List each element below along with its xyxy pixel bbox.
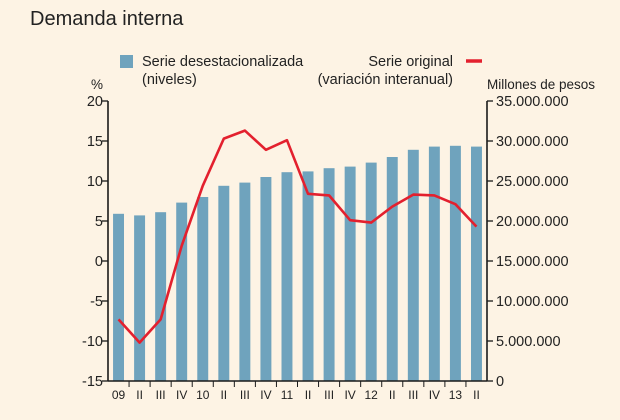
legend-bar-label-line1: Serie desestacionalizada (142, 54, 304, 70)
left-tick-label-3: 5 (95, 214, 103, 230)
right-axis-label: Millones de pesos (487, 77, 595, 92)
x-tick-label-11: IV (344, 388, 355, 402)
bar-3 (176, 202, 188, 381)
x-tick-label-17: II (473, 388, 480, 402)
right-tick-label-1: 30.000.000 (496, 134, 569, 150)
bar-8 (281, 172, 293, 381)
bar-12 (365, 162, 377, 381)
x-tick-label-4: 10 (196, 388, 210, 402)
x-tick-label-3: IV (176, 388, 187, 402)
left-tick-label-1: 15 (87, 134, 103, 150)
bar-17 (471, 146, 482, 381)
x-tick-label-14: III (408, 388, 418, 402)
x-tick-label-8: 11 (281, 388, 294, 402)
bar-4 (197, 197, 209, 381)
right-tick-label-7: 0 (496, 374, 504, 390)
bar-9 (302, 171, 314, 381)
bar-5 (218, 185, 230, 381)
line-path (117, 129, 478, 344)
right-tick-label-0: 35.000.000 (496, 94, 569, 110)
x-tick-label-5: II (220, 388, 227, 402)
x-tick-label-9: II (305, 388, 312, 402)
x-tick-label-15: IV (429, 388, 440, 402)
legend-line-label-line2: (variación interanual) (318, 72, 453, 88)
bar-1 (134, 215, 146, 381)
legend-line-label-line1: Serie original (368, 54, 453, 70)
x-tick-label-1: II (136, 388, 143, 402)
bar-0 (113, 213, 124, 381)
x-tick-label-0: 09 (112, 388, 126, 402)
bar-16 (449, 145, 461, 381)
x-tick-label-2: III (156, 388, 166, 402)
bar-6 (239, 182, 251, 381)
right-tick-label-4: 15.000.000 (496, 254, 569, 270)
bar-15 (428, 146, 440, 381)
legend-bar-label-line2: (niveles) (142, 72, 197, 88)
x-tick-label-7: IV (260, 388, 271, 402)
legend-bar-swatch (120, 55, 133, 68)
legend: Serie desestacionalizada (niveles) Serie… (120, 54, 482, 88)
bar-2 (155, 212, 167, 381)
left-tick-label-4: 0 (95, 254, 103, 270)
bar-11 (344, 166, 356, 381)
line-series (117, 129, 478, 344)
x-tick-label-13: II (389, 388, 396, 402)
bar-13 (386, 157, 398, 381)
bar-series (113, 145, 482, 381)
right-tick-label-3: 20.000.000 (496, 214, 569, 230)
x-tick-label-16: 13 (449, 388, 463, 402)
chart-title: Demanda interna (30, 8, 184, 30)
left-axis-label: % (91, 77, 103, 92)
right-tick-label-2: 25.000.000 (496, 174, 569, 190)
right-tick-label-6: 5.000.000 (496, 334, 561, 350)
bar-10 (323, 168, 335, 381)
bar-14 (407, 149, 419, 381)
left-tick-label-6: -10 (82, 334, 103, 350)
axes: 20 15 10 5 0 -5 -10 -15 35.000.000 30.000.000 25.0… (82, 94, 569, 402)
x-tick-label-12: 12 (365, 388, 379, 402)
left-tick-label-2: 10 (87, 174, 103, 190)
bar-7 (260, 177, 272, 381)
left-tick-label-0: 20 (87, 94, 103, 110)
right-tick-label-5: 10.000.000 (496, 294, 569, 310)
x-tick-label-6: III (240, 388, 250, 402)
left-tick-label-7: -15 (82, 374, 103, 390)
left-tick-label-5: -5 (90, 294, 103, 310)
x-tick-label-10: III (324, 388, 334, 402)
